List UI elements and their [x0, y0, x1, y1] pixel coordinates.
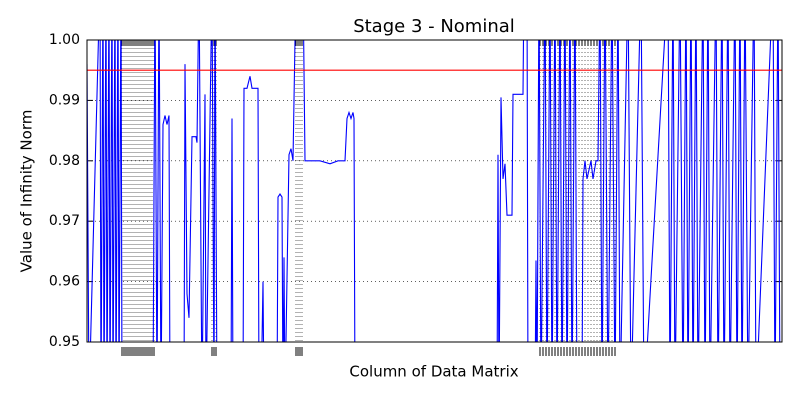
- x-axis-label: Column of Data Matrix: [349, 363, 518, 381]
- plot-area: [87, 40, 781, 342]
- y-tick-label: 1.00: [49, 32, 80, 48]
- chart-title: Stage 3 - Nominal: [353, 16, 515, 37]
- data-line: [87, 40, 781, 342]
- y-tick-label: 0.97: [49, 213, 80, 229]
- y-tick-label: 0.95: [49, 334, 80, 350]
- y-tick-label: 0.96: [49, 274, 80, 290]
- y-tick-label: 0.99: [49, 92, 80, 108]
- plot-frame: [86, 39, 783, 343]
- y-axis-label: Value of Infinity Norm: [18, 110, 36, 273]
- y-tick-label: 0.98: [49, 153, 80, 169]
